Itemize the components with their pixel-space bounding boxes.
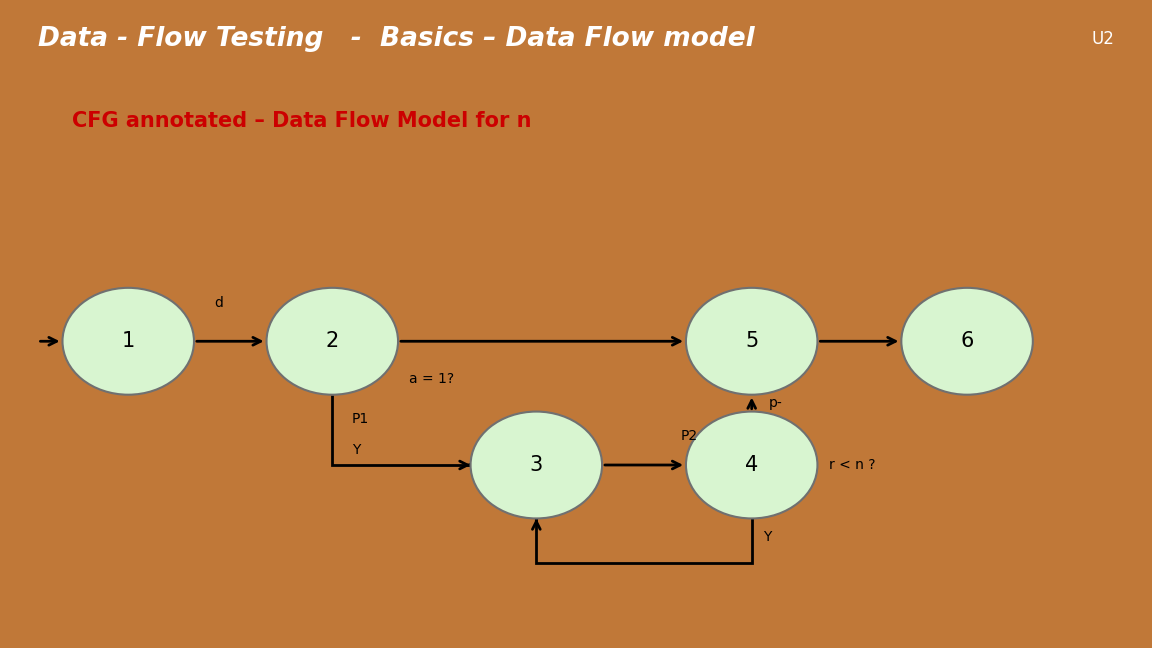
Text: 1: 1	[122, 331, 135, 351]
Text: 5: 5	[745, 331, 758, 351]
Text: 3: 3	[530, 455, 543, 475]
Text: Y: Y	[353, 443, 361, 456]
Ellipse shape	[62, 288, 194, 395]
Text: CFG annotated – Data Flow Model for n: CFG annotated – Data Flow Model for n	[71, 111, 531, 131]
Text: 2: 2	[326, 331, 339, 351]
Ellipse shape	[685, 411, 818, 518]
Ellipse shape	[266, 288, 399, 395]
Text: Y: Y	[763, 529, 772, 544]
Ellipse shape	[901, 288, 1033, 395]
Text: P2: P2	[681, 428, 698, 443]
Text: a = 1?: a = 1?	[409, 372, 455, 386]
Text: Data - Flow Testing   -  Basics – Data Flow model: Data - Flow Testing - Basics – Data Flow…	[38, 27, 755, 52]
Text: d: d	[214, 296, 223, 310]
Text: r < n ?: r < n ?	[828, 458, 876, 472]
Ellipse shape	[685, 288, 818, 395]
Text: 6: 6	[961, 331, 973, 351]
Text: p-: p-	[768, 396, 782, 410]
Ellipse shape	[470, 411, 602, 518]
Text: P1: P1	[353, 411, 370, 426]
Text: U2: U2	[1092, 30, 1114, 49]
Text: 4: 4	[745, 455, 758, 475]
